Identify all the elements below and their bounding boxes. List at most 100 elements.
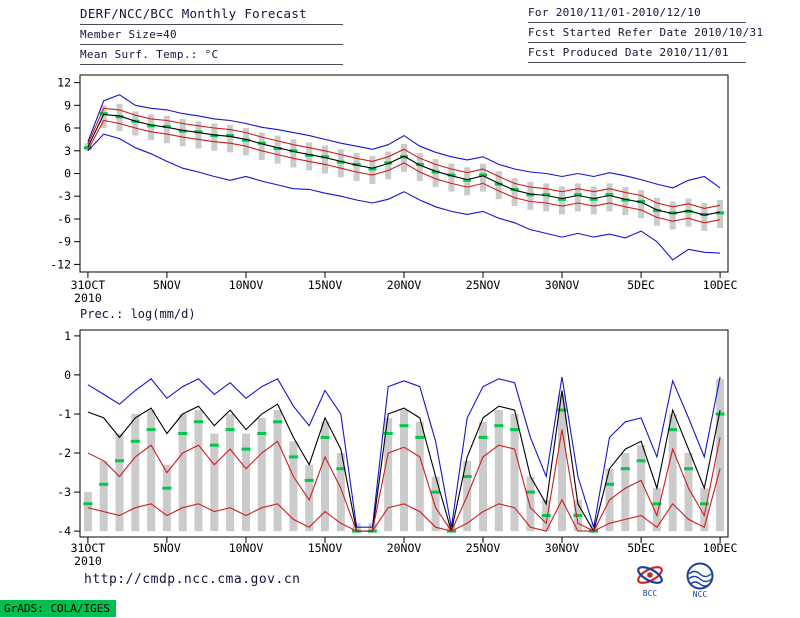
ensemble-spread-bar bbox=[115, 433, 124, 532]
median-dash bbox=[494, 182, 503, 186]
ensemble-spread-bar bbox=[543, 183, 550, 212]
median-dash bbox=[684, 467, 693, 471]
x-tick-label: 5DEC bbox=[627, 541, 655, 555]
median-dash bbox=[225, 428, 235, 432]
median-dash bbox=[700, 212, 709, 216]
median-dash bbox=[431, 490, 441, 494]
y-tick-label: 6 bbox=[64, 121, 71, 135]
ncc-logo: NCC bbox=[686, 562, 714, 599]
median-dash bbox=[699, 502, 709, 506]
ensemble-spread-bar bbox=[273, 410, 282, 532]
fcst-start-date-label: Fcst Started Refer Date 2010/10/31 bbox=[528, 25, 763, 43]
median-dash bbox=[447, 173, 456, 177]
median-dash bbox=[99, 482, 109, 486]
median-dash bbox=[288, 455, 298, 459]
header-right: For 2010/11/01-2010/12/10 Fcst Started R… bbox=[528, 5, 763, 65]
ensemble-spread-bar bbox=[700, 488, 709, 532]
median-dash bbox=[162, 125, 171, 128]
median-dash bbox=[652, 209, 661, 213]
ensemble-spread-bar bbox=[322, 145, 328, 174]
x-tick-label: 30NOV bbox=[545, 541, 580, 555]
median-dash bbox=[684, 209, 693, 213]
y-tick-label: -2 bbox=[57, 446, 71, 460]
footer-logos: BCC NCC bbox=[628, 562, 722, 600]
ensemble-spread-bar bbox=[431, 476, 440, 532]
median-dash bbox=[573, 514, 583, 517]
grads-stamp: GrADS: COLA/IGES bbox=[0, 600, 116, 617]
ensemble-spread-bar bbox=[384, 417, 393, 532]
median-dash bbox=[273, 420, 283, 424]
ensemble-spread-bar bbox=[448, 163, 455, 192]
median-dash bbox=[99, 112, 108, 116]
median-dash bbox=[162, 486, 172, 490]
median-dash bbox=[400, 155, 408, 159]
ensemble-spread-bar bbox=[162, 464, 171, 532]
ensemble-spread-bar bbox=[132, 111, 139, 136]
temp-panel-label: Mean Surf. Temp.: °C bbox=[80, 47, 343, 65]
median-dash bbox=[83, 502, 93, 506]
x-tick-label: 10NOV bbox=[229, 541, 264, 555]
median-dash bbox=[510, 428, 520, 432]
series-ensemble-mean bbox=[87, 390, 721, 533]
ensemble-spread-bar bbox=[479, 421, 487, 532]
bcc-logo-dot bbox=[647, 572, 653, 578]
median-dash bbox=[542, 193, 551, 197]
bcc-logo-label: BCC bbox=[643, 589, 658, 598]
median-dash bbox=[115, 115, 124, 119]
ensemble-spread-bar bbox=[336, 453, 345, 532]
y-tick-label: -4 bbox=[57, 524, 71, 538]
ensemble-spread-bar bbox=[400, 410, 408, 532]
ensemble-spread-bar bbox=[195, 121, 202, 149]
median-dash bbox=[415, 162, 424, 166]
ensemble-spread-bar bbox=[480, 163, 486, 192]
median-dash bbox=[621, 198, 630, 202]
x-tick-label: 5DEC bbox=[627, 278, 655, 292]
median-dash bbox=[541, 514, 551, 517]
median-dash bbox=[146, 428, 156, 432]
series-upper-quartile bbox=[87, 107, 721, 209]
y-tick-label: 12 bbox=[57, 76, 71, 90]
median-dash bbox=[605, 193, 614, 197]
ensemble-spread-bar bbox=[701, 203, 708, 231]
ensemble-spread-bar bbox=[290, 139, 297, 168]
ensemble-spread-bar bbox=[258, 132, 265, 160]
x-tick-label: 10NOV bbox=[229, 278, 264, 292]
median-dash bbox=[431, 170, 440, 174]
median-dash bbox=[415, 435, 425, 439]
median-dash bbox=[668, 211, 677, 215]
median-dash bbox=[479, 173, 487, 177]
ensemble-spread-bar bbox=[652, 488, 661, 532]
y-tick-label: -1 bbox=[57, 407, 71, 421]
series-ensemble-max bbox=[87, 94, 721, 189]
ensemble-spread-bar bbox=[385, 151, 392, 180]
ensemble-spread-bar bbox=[99, 460, 108, 532]
ensemble-spread-bar bbox=[242, 433, 250, 532]
x-tick-label: 20NOV bbox=[387, 278, 422, 292]
y-tick-label: 3 bbox=[64, 144, 71, 158]
median-dash bbox=[478, 435, 488, 439]
y-tick-label: 0 bbox=[64, 368, 71, 382]
ensemble-spread-bar bbox=[669, 201, 676, 230]
median-dash bbox=[589, 197, 598, 201]
ensemble-spread-bar bbox=[210, 433, 219, 532]
ensemble-spread-bar bbox=[606, 183, 613, 212]
ncc-logo-wave bbox=[688, 570, 712, 578]
median-dash bbox=[637, 200, 646, 203]
median-dash bbox=[194, 420, 203, 424]
x-tick-label: 31OCT bbox=[71, 541, 106, 555]
y-tick-label: 1 bbox=[64, 329, 71, 343]
x-tick-label: 10DEC bbox=[703, 541, 738, 555]
bcc-logo: BCC bbox=[637, 566, 663, 598]
median-dash bbox=[336, 160, 345, 164]
ensemble-spread-bar bbox=[621, 453, 630, 532]
ensemble-spread-bar bbox=[305, 464, 314, 532]
ensemble-spread-bar bbox=[637, 445, 646, 532]
ensemble-spread-bar bbox=[321, 421, 329, 532]
member-size-label: Member Size=40 bbox=[80, 27, 343, 45]
median-dash bbox=[620, 467, 630, 471]
median-dash bbox=[352, 162, 361, 166]
ensemble-spread-bar bbox=[526, 476, 535, 532]
median-dash bbox=[194, 130, 203, 134]
series-ensemble-max bbox=[87, 376, 721, 528]
